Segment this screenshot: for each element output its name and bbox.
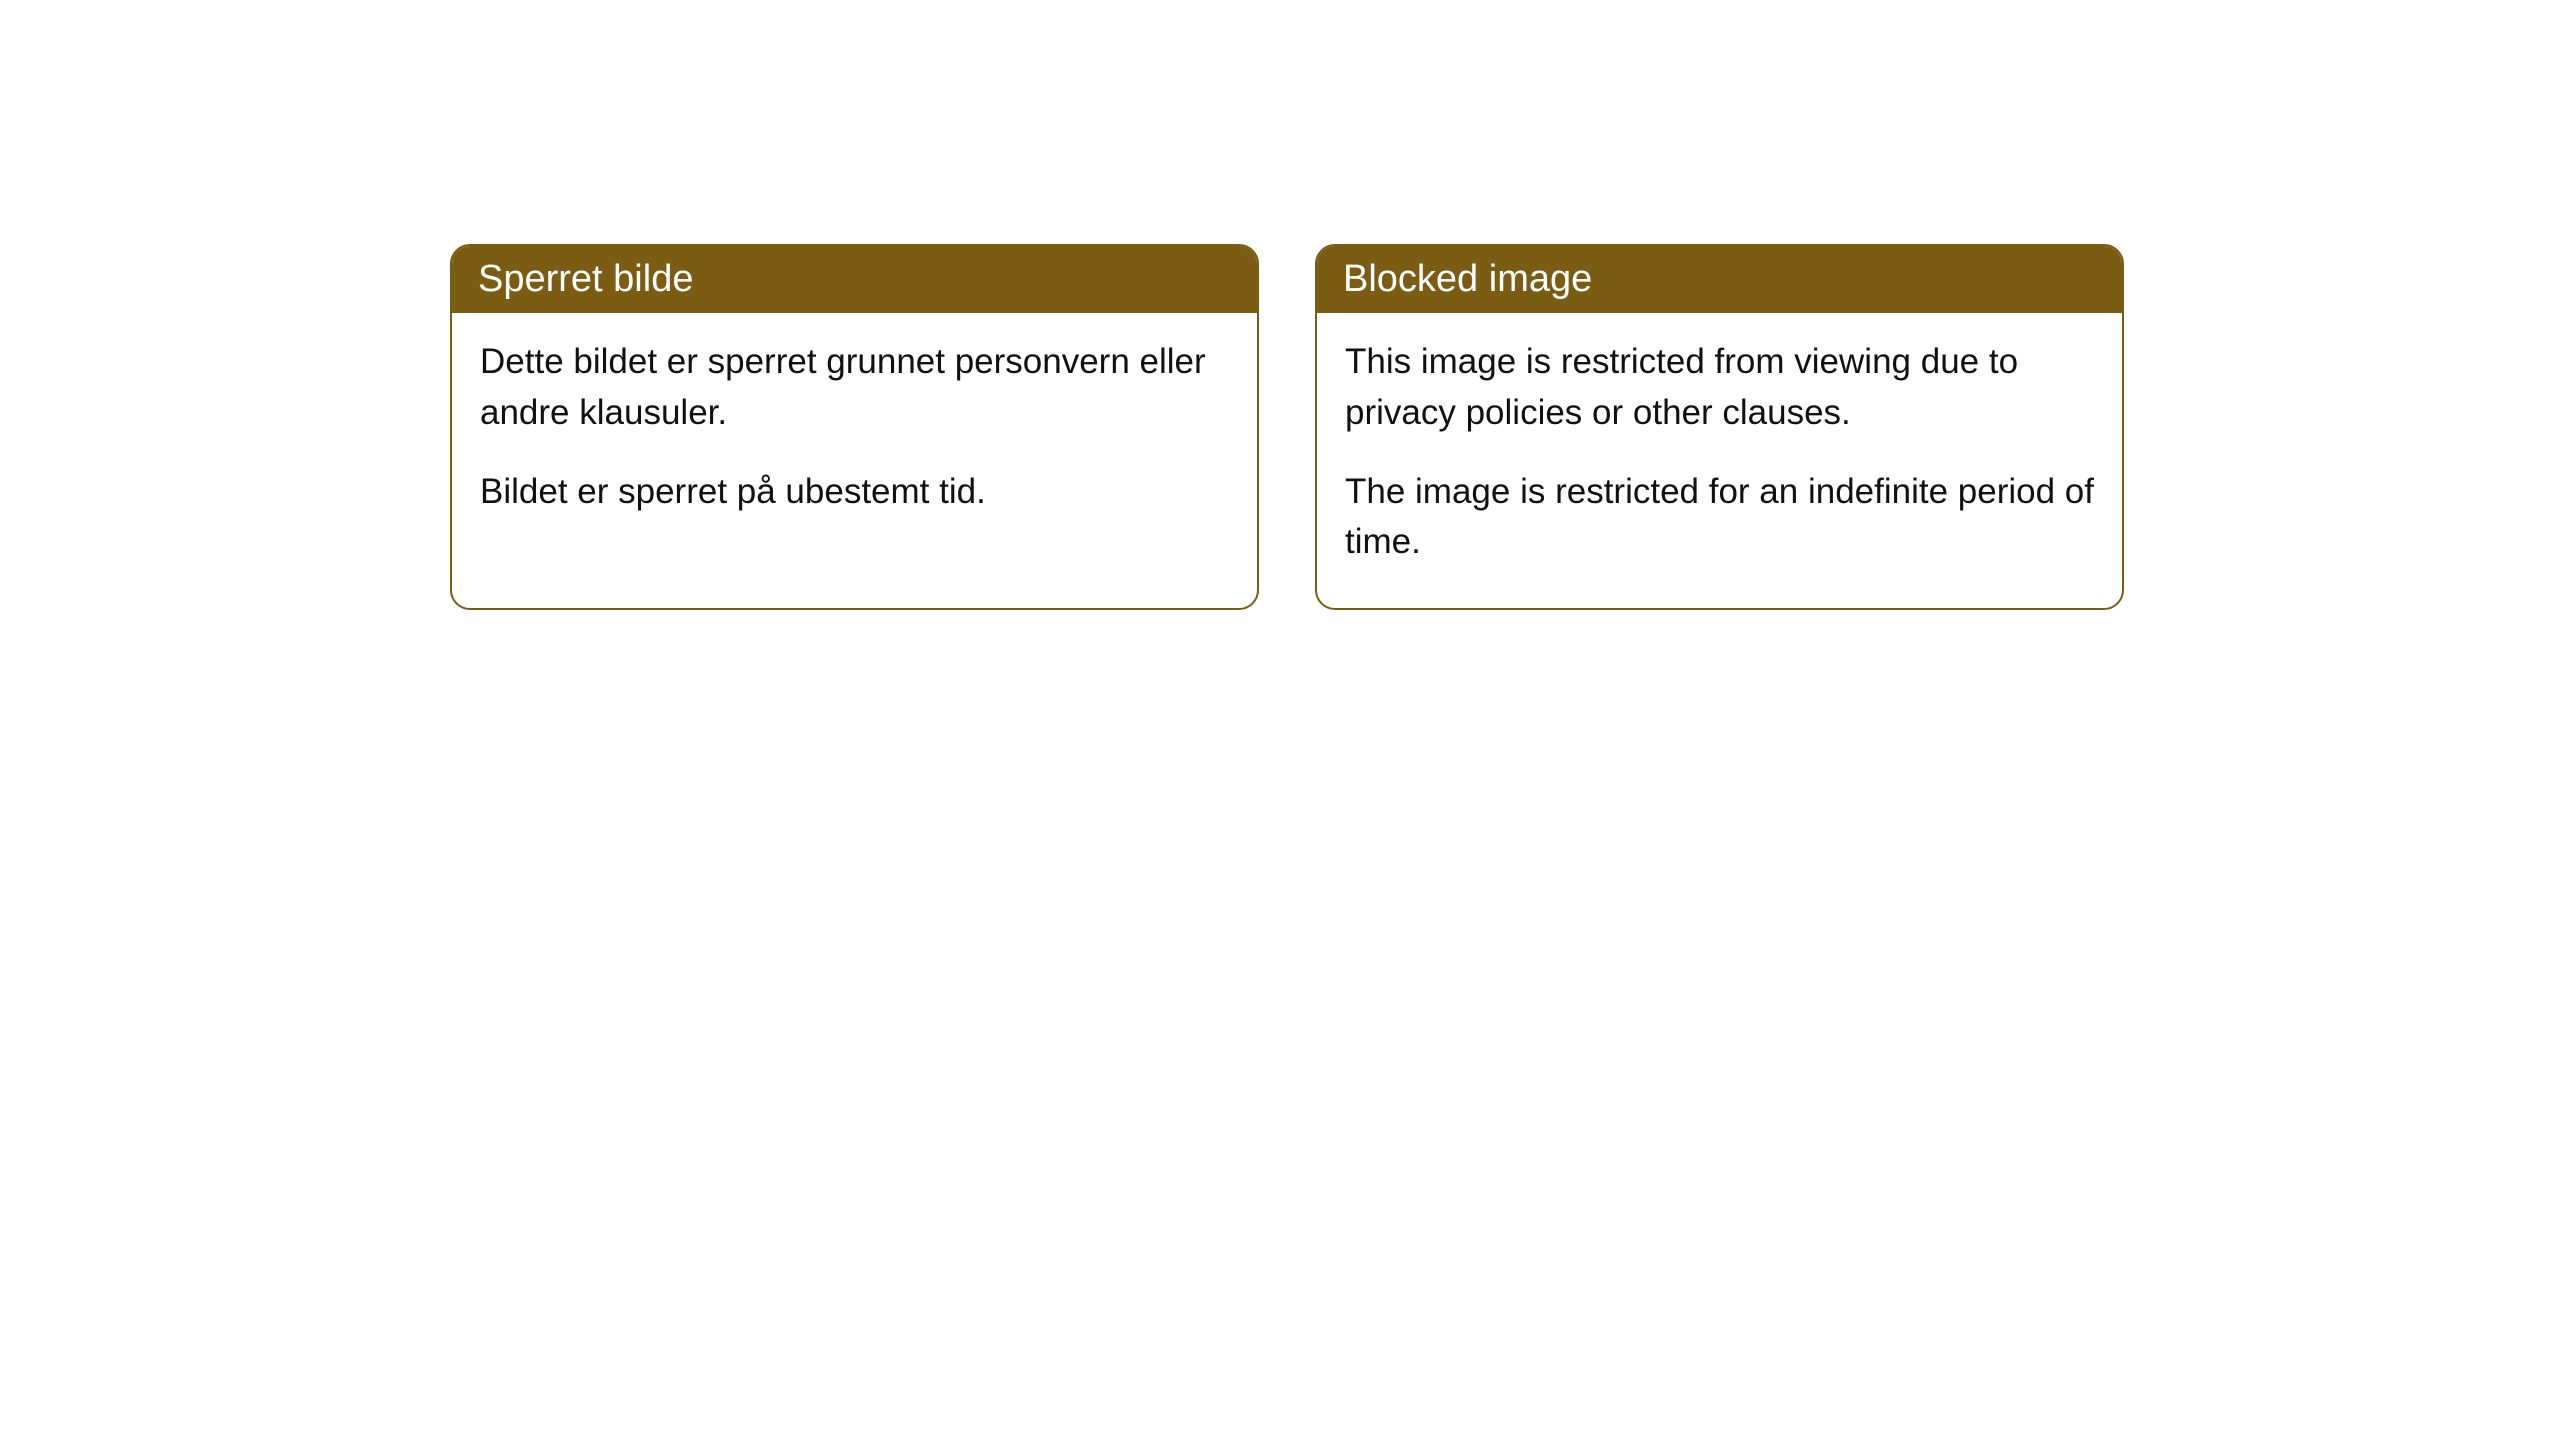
notice-text: This image is restricted from viewing du… <box>1345 337 2094 439</box>
notice-cards-container: Sperret bilde Dette bildet er sperret gr… <box>450 244 2124 610</box>
card-body: This image is restricted from viewing du… <box>1317 313 2122 608</box>
notice-text: The image is restricted for an indefinit… <box>1345 467 2094 569</box>
notice-text: Bildet er sperret på ubestemt tid. <box>480 467 1229 518</box>
notice-text: Dette bildet er sperret grunnet personve… <box>480 337 1229 439</box>
blocked-image-card-norwegian: Sperret bilde Dette bildet er sperret gr… <box>450 244 1259 610</box>
card-title: Sperret bilde <box>478 258 693 300</box>
blocked-image-card-english: Blocked image This image is restricted f… <box>1315 244 2124 610</box>
card-body: Dette bildet er sperret grunnet personve… <box>452 313 1257 557</box>
card-title: Blocked image <box>1343 258 1592 300</box>
card-header: Sperret bilde <box>452 246 1257 313</box>
card-header: Blocked image <box>1317 246 2122 313</box>
